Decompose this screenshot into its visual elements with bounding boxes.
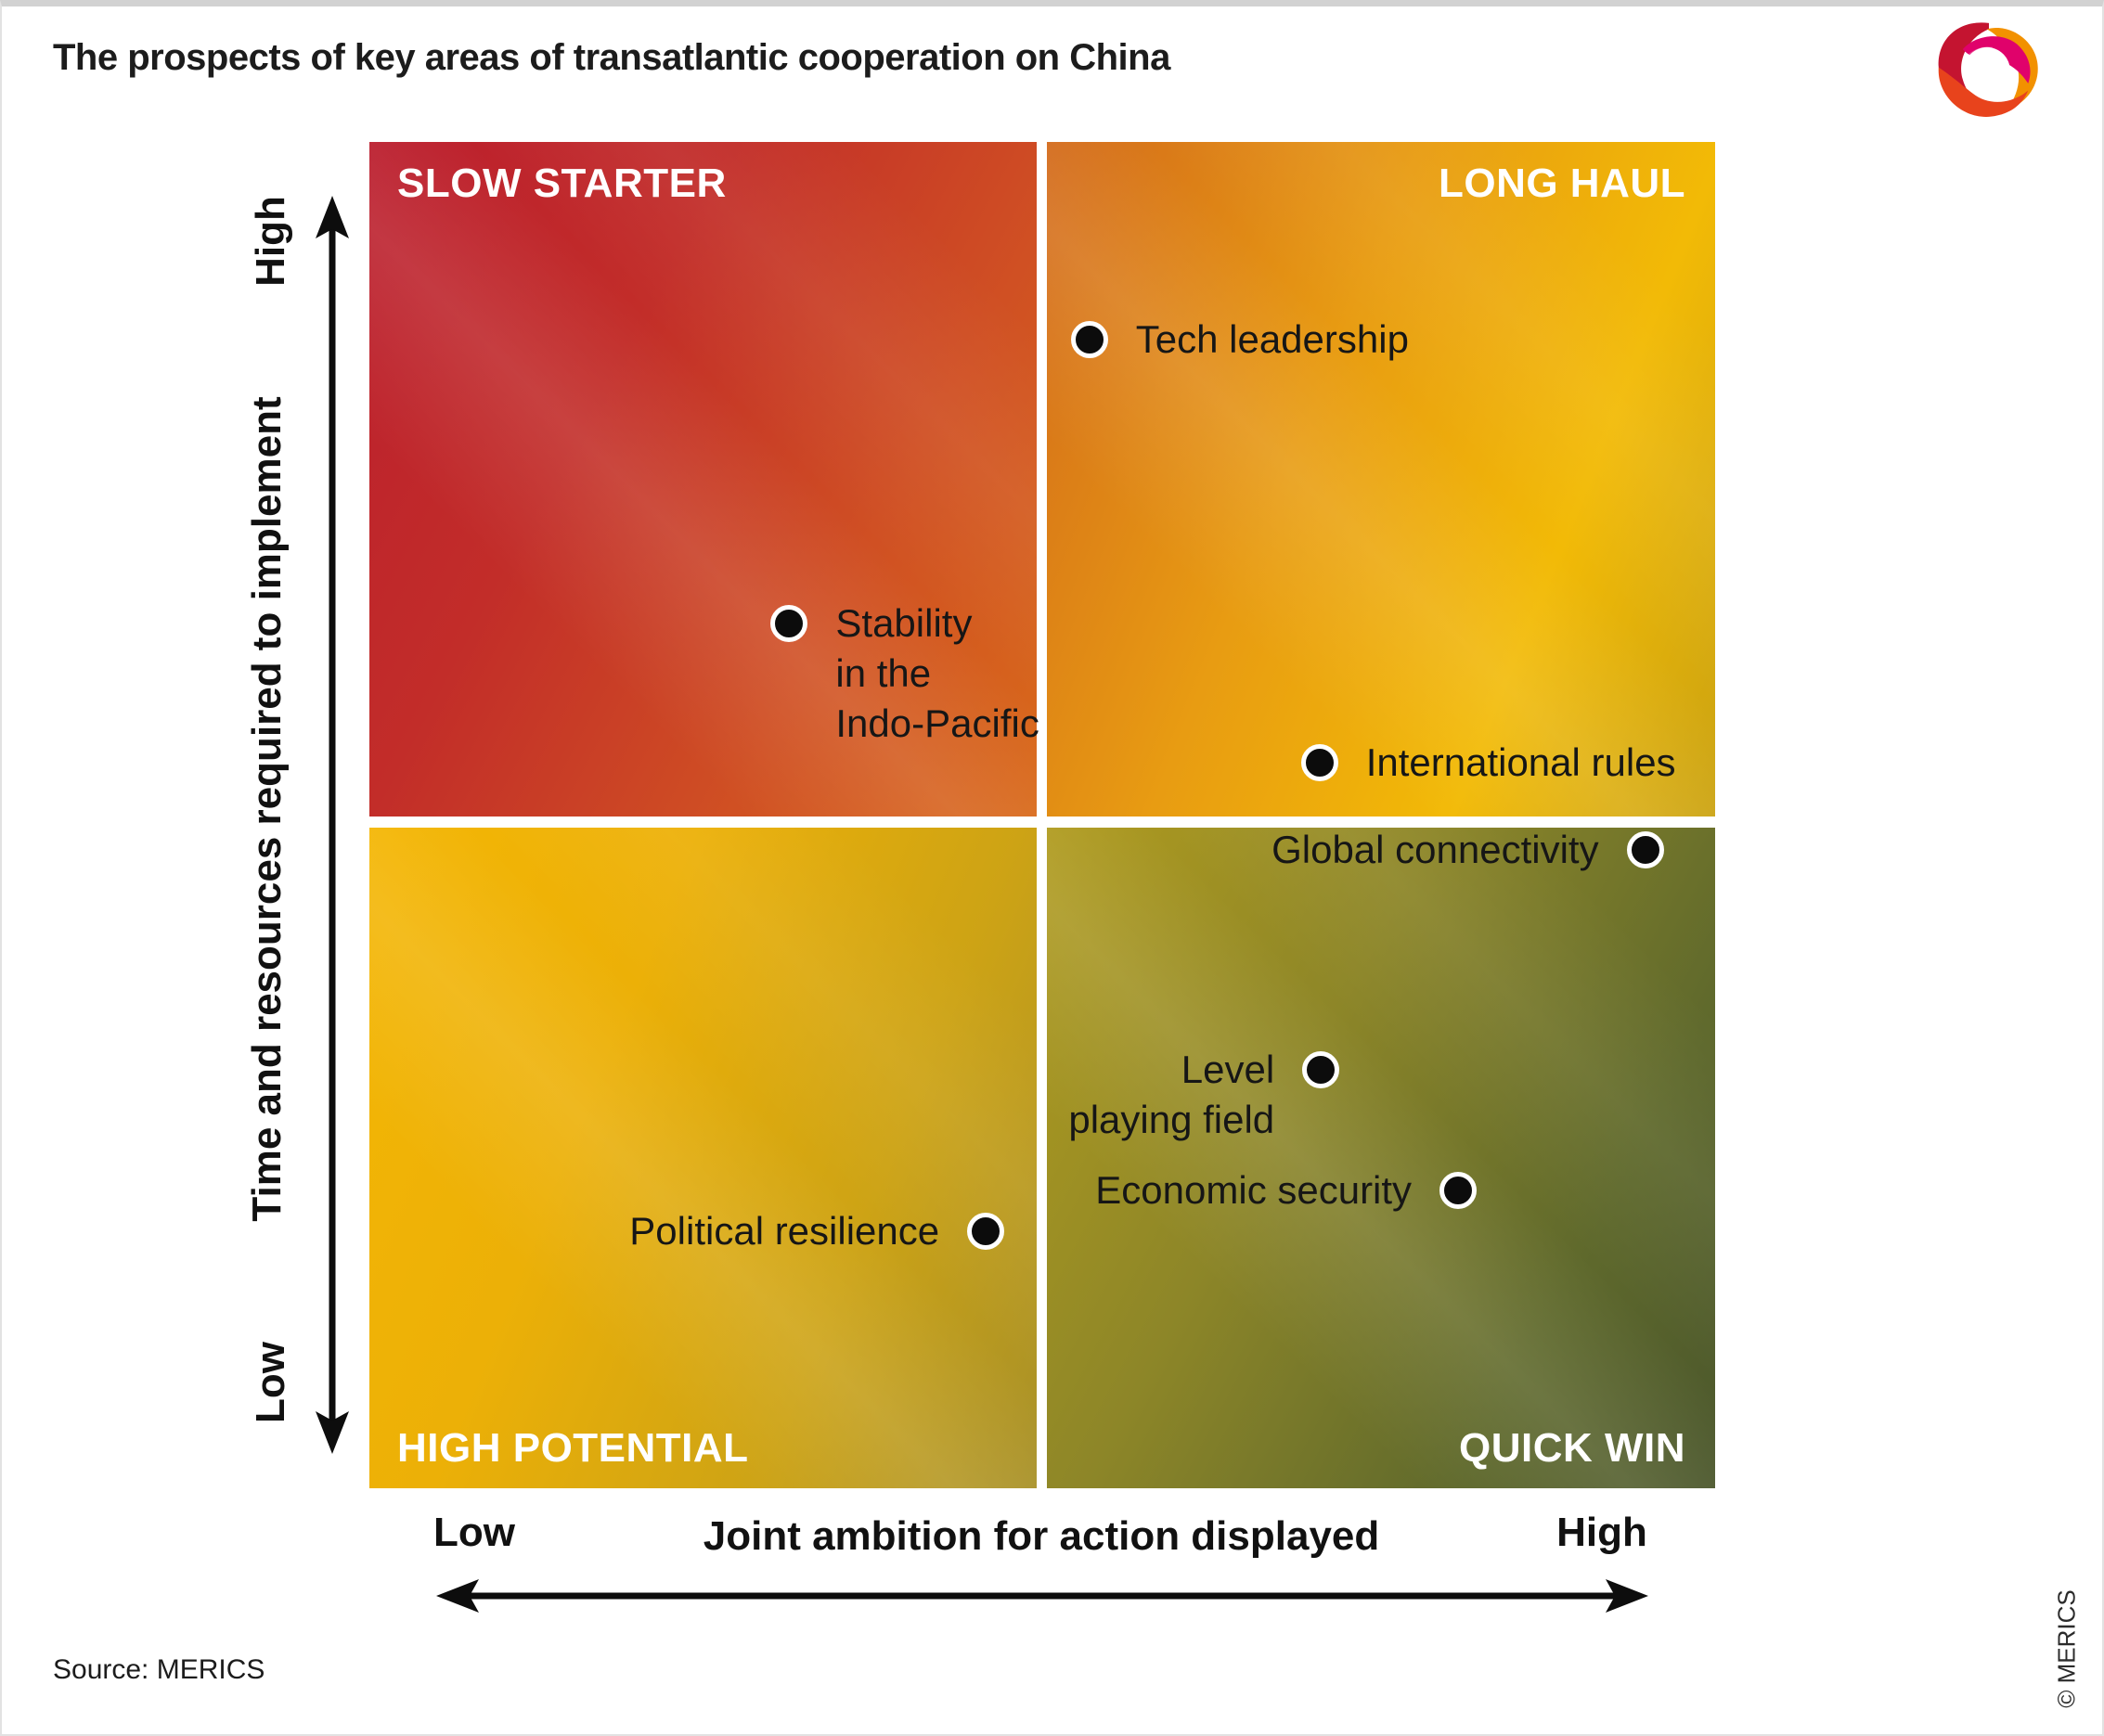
x-axis-title: Joint ambition for action displayed [703,1513,1380,1559]
quadrant-label-high-potential: HIGH POTENTIAL [397,1425,749,1471]
data-point-international-rules [1300,743,1338,781]
quadrant-label-long-haul: LONG HAUL [1438,161,1685,206]
data-point-label-economic-security: Economic security [1095,1168,1413,1213]
x-axis-max-label: High [1556,1510,1647,1555]
data-point-economic-security [1439,1172,1478,1210]
y-axis-max-label: High [248,196,293,287]
data-point-label-tech-leadership: Tech leadership [1135,317,1409,362]
copyright-note: © MERICS [2052,1589,2081,1708]
x-axis-min-label: Low [433,1510,515,1555]
source-note: Source: MERICS [53,1654,265,1685]
quadrant-label-slow-starter: SLOW STARTER [397,161,727,206]
data-point-stability-indo-pacific [770,605,808,643]
data-point-label-international-rules: International rules [1365,739,1676,784]
data-point-level-playing-field [1302,1050,1340,1088]
merics-logo [1929,17,2049,128]
data-point-label-level-playing-field: Level playing field [1068,1047,1275,1141]
quadrant-quick-win: QUICK WIN [1047,828,1715,1488]
y-axis-min-label: Low [248,1342,293,1423]
quadrant-grid: SLOW STARTER LONG HAUL HIGH POTENTIAL QU… [369,142,1715,1488]
data-point-global-connectivity [1626,831,1664,869]
quadrant-long-haul: LONG HAUL [1047,142,1715,817]
x-axis-arrow [436,1579,1648,1613]
data-point-political-resilience [967,1212,1005,1250]
quadrant-high-potential: HIGH POTENTIAL [369,828,1037,1488]
merics-logo-icon [1938,22,2038,117]
page-title: The prospects of key areas of transatlan… [53,37,1170,78]
y-axis-arrow [316,196,349,1454]
data-point-label-stability-indo-pacific: Stability in the Indo-Pacific [835,601,1039,746]
quadrant-label-quick-win: QUICK WIN [1458,1425,1685,1471]
chart-points-layer: Tech leadership Stability in the Indo-Pac… [369,142,1715,1488]
y-axis-title: Time and resources required to implement [244,396,290,1222]
data-point-tech-leadership [1070,321,1108,359]
data-point-label-political-resilience: Political resilience [629,1208,940,1253]
data-point-label-global-connectivity: Global connectivity [1271,828,1599,872]
quadrant-slow-starter: SLOW STARTER [369,142,1037,817]
